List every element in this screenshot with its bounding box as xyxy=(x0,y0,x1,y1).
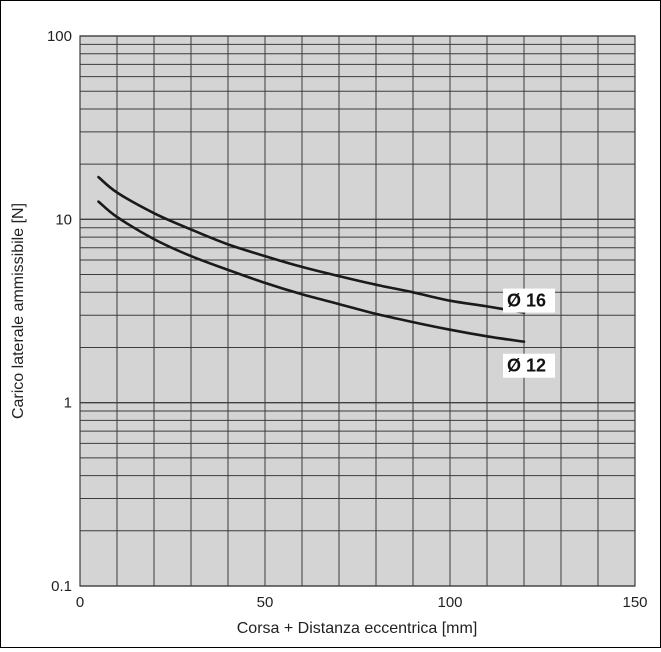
series-label: Ø 12 xyxy=(507,356,546,376)
x-tick-label: 100 xyxy=(437,594,462,611)
y-tick-label: 1 xyxy=(64,395,72,412)
y-tick-label: 100 xyxy=(47,28,72,45)
series-label-bg xyxy=(503,288,555,313)
series-line xyxy=(97,175,526,314)
series-label-bg xyxy=(503,353,555,378)
y-tick-labels: 0.1 1 10 100 xyxy=(47,28,72,595)
x-tick-label: 150 xyxy=(622,594,647,611)
grid-lines xyxy=(79,35,636,587)
series-line xyxy=(97,200,526,343)
plot-border xyxy=(79,35,636,587)
series-label: Ø 16 xyxy=(507,291,546,311)
y-axis-title: Carico laterale ammissibile [N] xyxy=(10,203,27,419)
x-tick-label: 0 xyxy=(76,594,84,611)
series-labels: Ø 16 Ø 12 xyxy=(503,288,555,378)
y-tick-label: 0.1 xyxy=(51,578,72,595)
y-tick-label: 10 xyxy=(55,211,72,228)
x-axis-title: Corsa + Distanza eccentrica [mm] xyxy=(237,620,478,637)
x-tick-labels: 0 50 100 150 xyxy=(76,594,648,611)
x-tick-label: 50 xyxy=(257,594,274,611)
series-curves xyxy=(97,175,526,343)
